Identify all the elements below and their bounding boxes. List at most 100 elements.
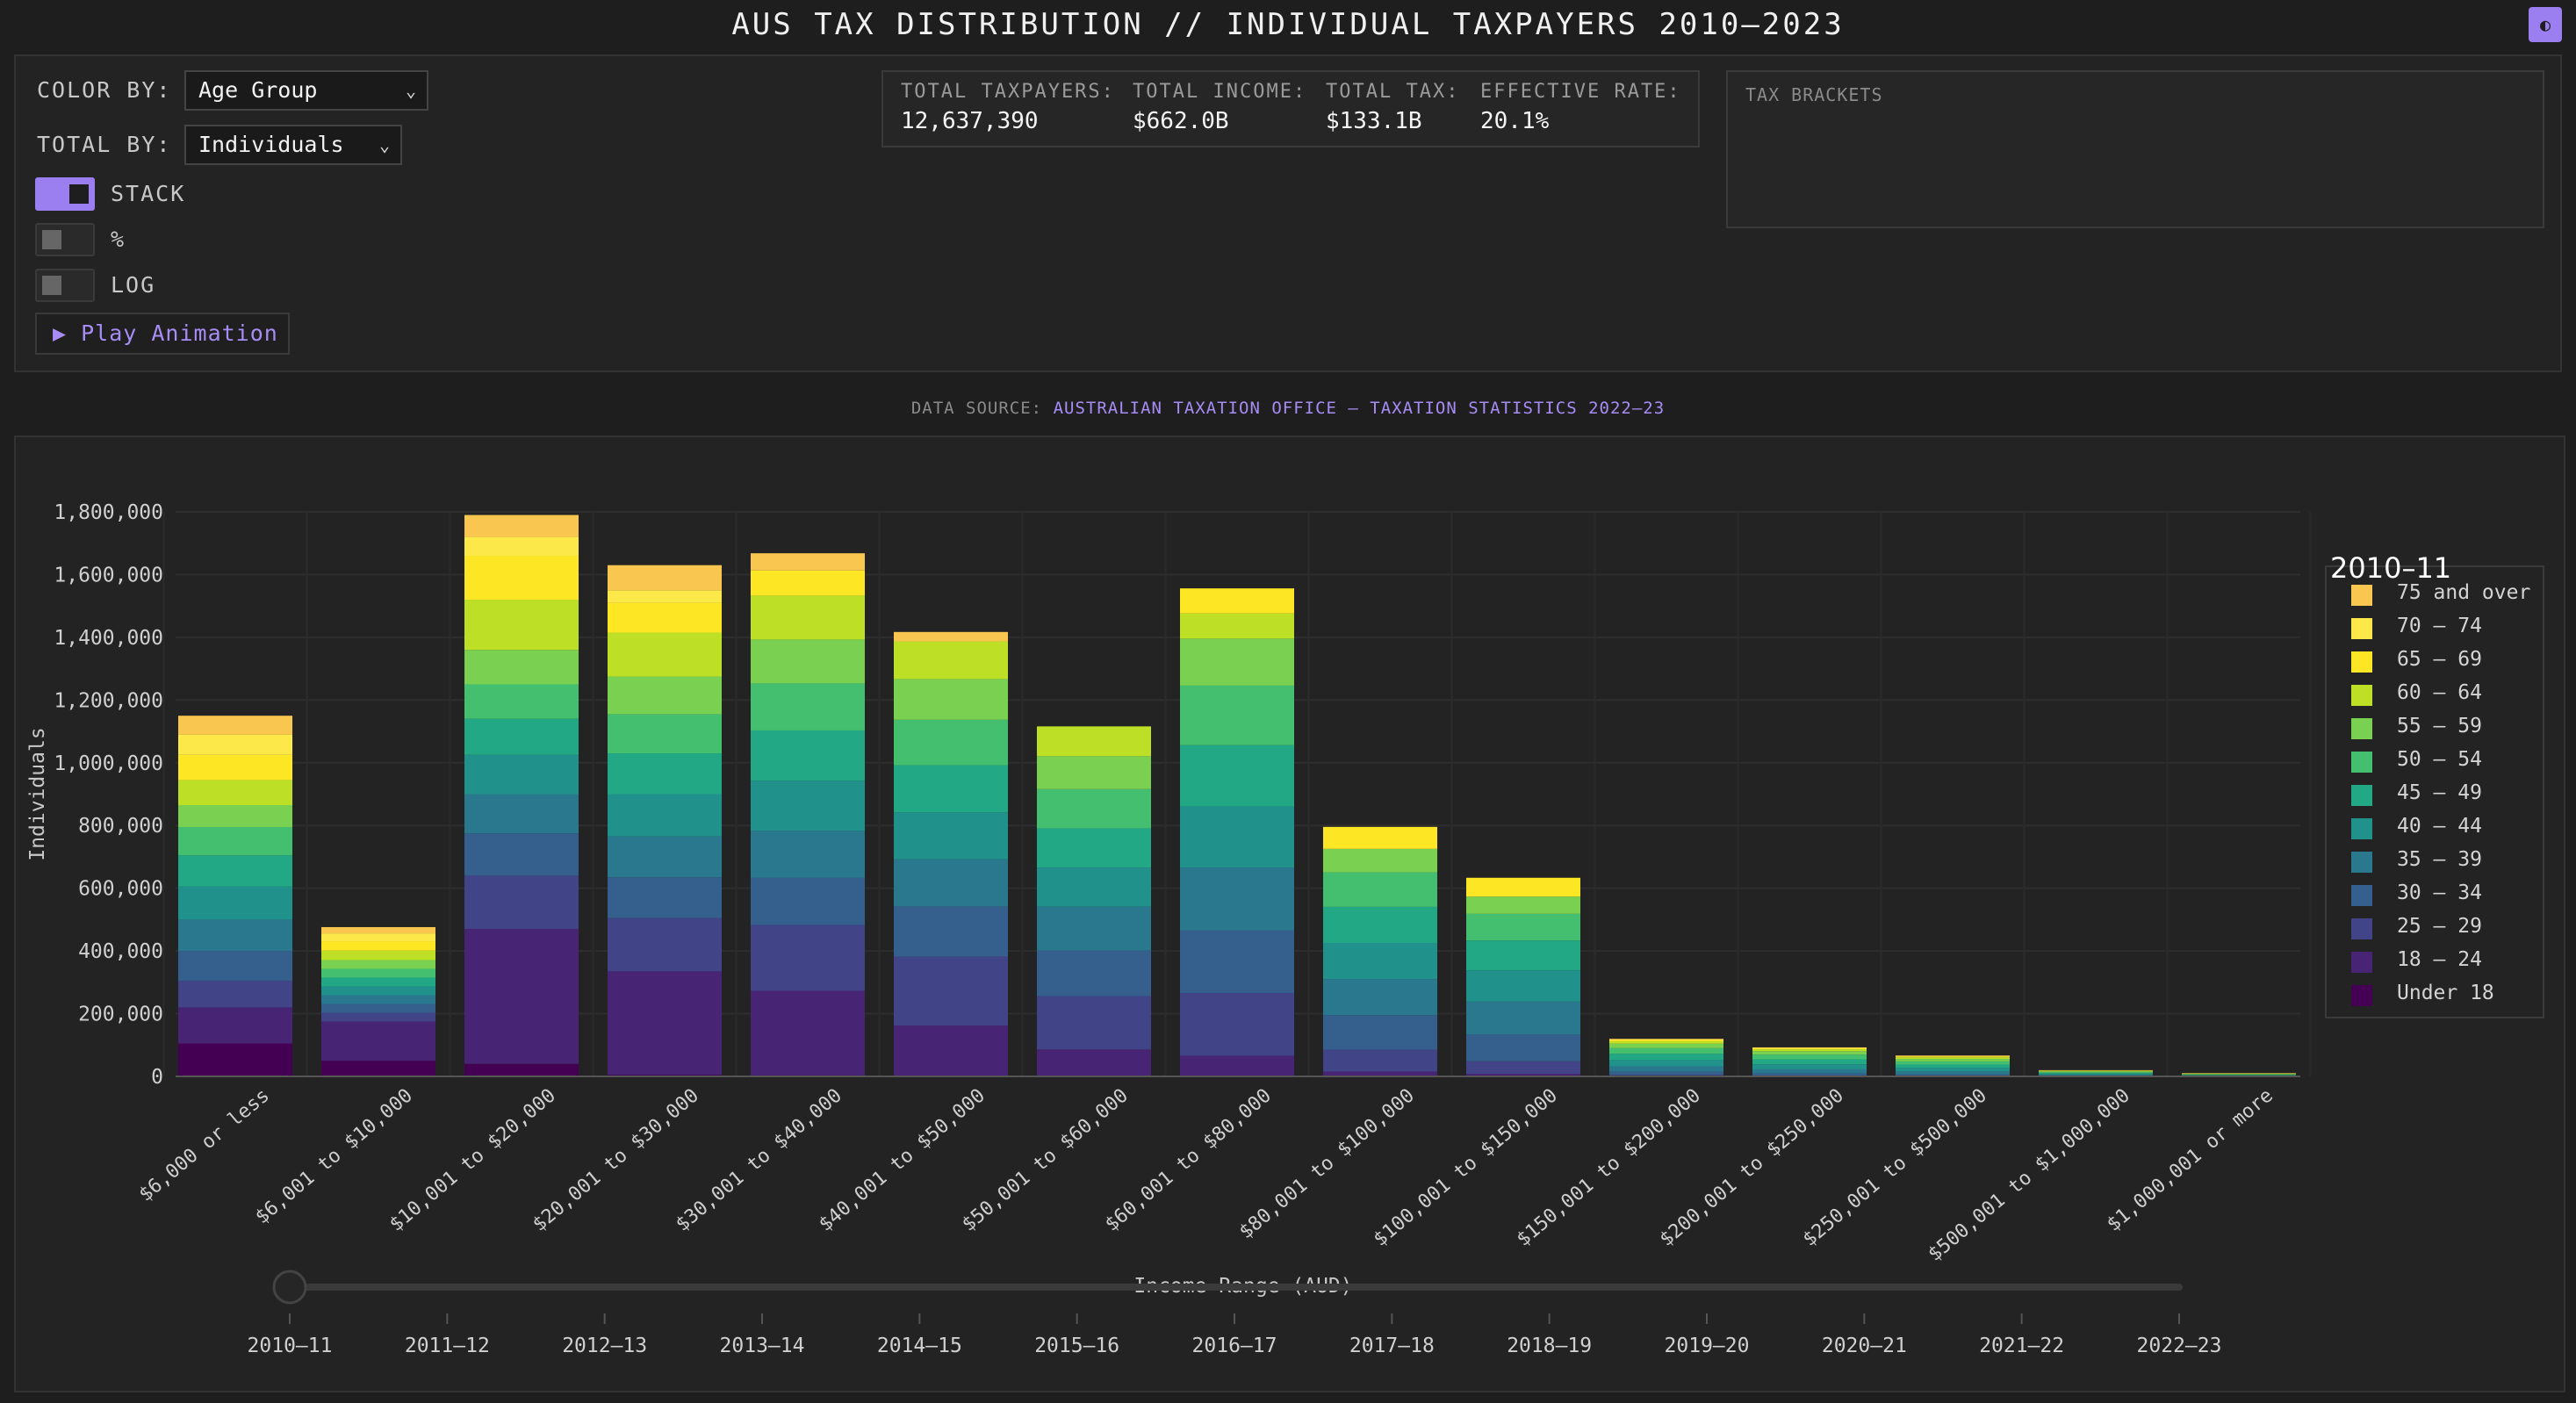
bar-segment[interactable] [1037,788,1151,829]
bar-segment[interactable] [321,1012,435,1022]
bar-segment[interactable] [1896,1059,2010,1061]
bar-segment[interactable] [1752,1068,1867,1074]
bar-segment[interactable] [464,833,579,876]
bar-segment[interactable] [464,875,579,930]
bar-segment[interactable] [1180,638,1294,686]
bar-segment[interactable] [1180,745,1294,807]
bar-segment[interactable] [1466,970,1580,1002]
bar-segment[interactable] [1752,1051,1867,1055]
bar-segment[interactable] [1180,1055,1294,1076]
bar-segment[interactable] [1609,1040,1723,1044]
bar-segment[interactable] [894,906,1008,957]
bar-segment[interactable] [464,718,579,755]
bar-segment[interactable] [894,719,1008,766]
bar-segment[interactable] [2039,1071,2153,1073]
bar-segment[interactable] [1180,930,1294,993]
bar-segment[interactable] [894,956,1008,1026]
bar-segment[interactable] [1466,1061,1580,1075]
slider-year-label[interactable]: 2017–18 [1349,1335,1435,1357]
total-by-select[interactable]: Individuals ⌄ [184,125,402,165]
bar-segment[interactable] [1896,1055,2010,1056]
bar-segment[interactable] [608,590,722,603]
bar-segment[interactable] [1323,1071,1437,1076]
slider-year-label[interactable]: 2015–16 [1034,1335,1119,1357]
bar-segment[interactable] [1466,913,1580,941]
slider-year-label[interactable]: 2010–11 [248,1335,333,1357]
bar-segment[interactable] [608,877,722,918]
bar-segment[interactable] [321,926,435,934]
color-by-select[interactable]: Age Group ⌄ [184,70,428,111]
bar-segment[interactable] [608,714,722,754]
bar-segment[interactable] [321,1061,435,1076]
bar-segment[interactable] [1752,1064,1867,1069]
bar-segment[interactable] [1896,1074,2010,1076]
theme-toggle-button[interactable]: ◐ [2529,7,2562,42]
slider-year-label[interactable]: 2013–14 [720,1335,805,1357]
bar-segment[interactable] [464,556,579,601]
bar-segment[interactable] [1180,867,1294,931]
bar-segment[interactable] [178,919,292,952]
bar-segment[interactable] [1609,1066,1723,1072]
data-source-link[interactable]: AUSTRALIAN TAXATION OFFICE – TAXATION ST… [1053,399,1666,418]
bar-segment[interactable] [751,990,865,1076]
slider-year-label[interactable]: 2021–22 [1979,1335,2064,1357]
bar-segment[interactable] [464,1063,579,1076]
bar-segment[interactable] [1323,872,1437,907]
bar-segment[interactable] [321,960,435,969]
bar-segment[interactable] [894,859,1008,907]
bar-segment[interactable] [1180,613,1294,639]
bar-segment[interactable] [1752,1047,1867,1049]
bar-segment[interactable] [464,929,579,1064]
bar-segment[interactable] [1323,826,1437,849]
slider-year-label[interactable]: 2016–17 [1192,1335,1277,1357]
bar-segment[interactable] [894,631,1008,642]
bar-segment[interactable] [178,1043,292,1076]
bar-segment[interactable] [1896,1055,2010,1057]
bar-segment[interactable] [178,855,292,887]
bar-segment[interactable] [321,950,435,961]
bar-segment[interactable] [464,600,579,651]
bar-segment[interactable] [2039,1075,2153,1076]
bar-segment[interactable] [321,968,435,978]
bar-segment[interactable] [1323,1015,1437,1050]
bar-segment[interactable] [1466,1074,1580,1076]
bar-segment[interactable] [608,794,722,837]
bar-segment[interactable] [608,676,722,715]
bar-segment[interactable] [751,925,865,991]
bar-segment[interactable] [1609,1071,1723,1076]
slider-year-label[interactable]: 2018–19 [1507,1335,1592,1357]
bar-segment[interactable] [608,632,722,677]
bar-segment[interactable] [1466,940,1580,971]
bar-segment[interactable] [321,1004,435,1013]
bar-segment[interactable] [178,716,292,735]
bar-segment[interactable] [1609,1043,1723,1048]
bar-segment[interactable] [178,886,292,920]
bar-segment[interactable] [321,986,435,996]
bar-segment[interactable] [1609,1075,1723,1076]
slider-year-label[interactable]: 2020–21 [1822,1335,1907,1357]
bar-segment[interactable] [178,1007,292,1044]
bar-segment[interactable] [321,995,435,1004]
bar-segment[interactable] [321,1021,435,1061]
bar-segment[interactable] [894,679,1008,720]
slider-handle[interactable] [272,1270,307,1305]
bar-segment[interactable] [2182,1075,2296,1076]
bar-segment[interactable] [178,805,292,828]
bar-segment[interactable] [751,553,865,571]
bar-segment[interactable] [1037,906,1151,951]
bar-segment[interactable] [1896,1071,2010,1075]
bar-segment[interactable] [608,602,722,633]
bar-segment[interactable] [1609,1040,1723,1041]
bar-segment[interactable] [178,981,292,1008]
bar-segment[interactable] [608,917,722,972]
bar-segment[interactable] [1466,1001,1580,1035]
bar-segment[interactable] [1752,1073,1867,1076]
bar-segment[interactable] [608,971,722,1076]
bar-segment[interactable] [1323,848,1437,873]
bar-segment[interactable] [1896,1068,2010,1072]
bar-segment[interactable] [751,683,865,730]
bar-segment[interactable] [1609,1047,1723,1054]
bar-segment[interactable] [1037,950,1151,996]
bar-segment[interactable] [2039,1073,2153,1075]
bar-segment[interactable] [1037,1049,1151,1076]
